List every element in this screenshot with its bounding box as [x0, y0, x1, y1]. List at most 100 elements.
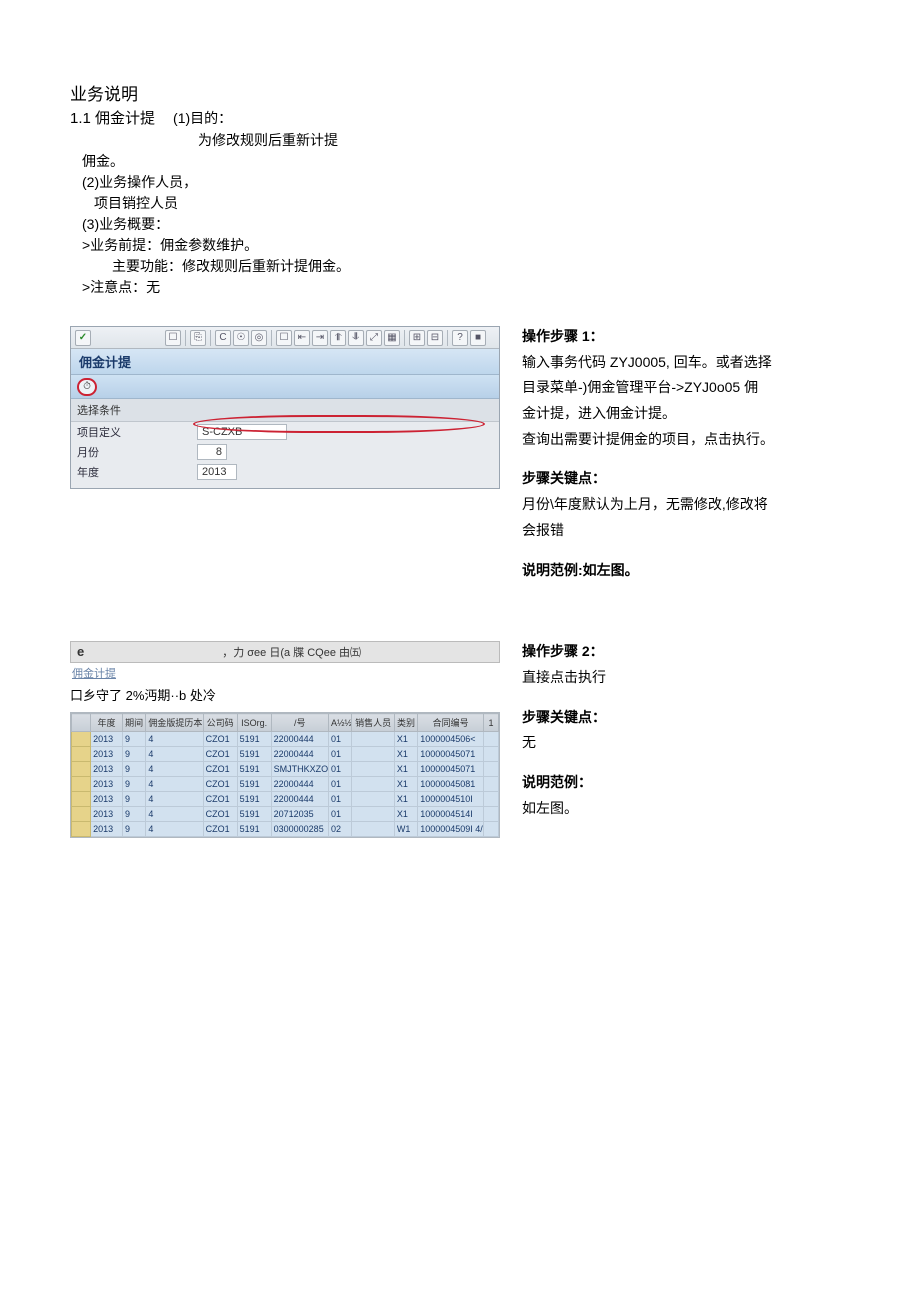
- alv-cell[interactable]: 4: [146, 762, 203, 777]
- toolbar-icon[interactable]: ☉: [233, 330, 249, 346]
- alv-cell[interactable]: [72, 792, 91, 807]
- alv-cell[interactable]: W1: [394, 822, 417, 837]
- help-icon[interactable]: ?: [452, 330, 468, 346]
- alv-cell[interactable]: X1: [394, 762, 417, 777]
- alv-cell[interactable]: 22000444: [271, 732, 328, 747]
- alv-cell[interactable]: 1000004509I 4/V%/VV%4CΓ4/\: [418, 822, 484, 837]
- alv-cell[interactable]: CZO1: [203, 822, 237, 837]
- alv-cell[interactable]: 2013: [91, 747, 123, 762]
- alv-cell[interactable]: 1000004514I: [418, 807, 484, 822]
- alv-cell[interactable]: CZO1: [203, 807, 237, 822]
- alv-cell[interactable]: [484, 792, 499, 807]
- toolbar-icon[interactable]: C: [215, 330, 231, 346]
- alv-cell[interactable]: CZO1: [203, 762, 237, 777]
- alv-cell[interactable]: X1: [394, 807, 417, 822]
- alv-cell[interactable]: 01: [328, 732, 351, 747]
- alv-cell[interactable]: [484, 747, 499, 762]
- alv-header[interactable]: 期间: [122, 714, 145, 732]
- save-icon[interactable]: ⎘: [190, 330, 206, 346]
- alv-cell[interactable]: 5191: [237, 822, 271, 837]
- toolbar-icon[interactable]: ☐: [165, 330, 181, 346]
- alv-cell[interactable]: 1000004510I: [418, 792, 484, 807]
- alv-cell[interactable]: 2013: [91, 732, 123, 747]
- alv-cell[interactable]: X1: [394, 747, 417, 762]
- alv-cell[interactable]: 5191: [237, 747, 271, 762]
- alv-cell[interactable]: 22000444: [271, 792, 328, 807]
- alv-cell[interactable]: [484, 807, 499, 822]
- alv-cell[interactable]: 01: [328, 792, 351, 807]
- alv-cell[interactable]: X1: [394, 777, 417, 792]
- alv-cell[interactable]: 5191: [237, 762, 271, 777]
- alv-cell[interactable]: CZO1: [203, 747, 237, 762]
- toolbar-icon[interactable]: ◎: [251, 330, 267, 346]
- alv-cell[interactable]: 01: [328, 807, 351, 822]
- alv-header[interactable]: [72, 714, 91, 732]
- alv-cell[interactable]: [72, 822, 91, 837]
- alv-cell[interactable]: 01: [328, 777, 351, 792]
- alv-cell[interactable]: CZO1: [203, 777, 237, 792]
- alv-cell[interactable]: 1000004506<: [418, 732, 484, 747]
- alv-header[interactable]: /号: [271, 714, 328, 732]
- alv-header[interactable]: 公司码: [203, 714, 237, 732]
- alv-cell[interactable]: 5191: [237, 807, 271, 822]
- alv-cell[interactable]: 4: [146, 807, 203, 822]
- alv-cell[interactable]: 9: [122, 822, 145, 837]
- alv-cell[interactable]: 10000045081: [418, 777, 484, 792]
- alv-cell[interactable]: 9: [122, 747, 145, 762]
- alv-cell[interactable]: 02: [328, 822, 351, 837]
- year-input[interactable]: 2013: [197, 464, 237, 480]
- alv-cell[interactable]: CZO1: [203, 732, 237, 747]
- project-input[interactable]: S-CZXB: [197, 424, 287, 440]
- alv-cell[interactable]: [484, 777, 499, 792]
- alv-cell[interactable]: 4: [146, 747, 203, 762]
- alv-cell[interactable]: 2013: [91, 822, 123, 837]
- alv-cell[interactable]: [484, 762, 499, 777]
- alv-header[interactable]: 合同编号: [418, 714, 484, 732]
- alv-cell[interactable]: [72, 807, 91, 822]
- print-icon[interactable]: ☐: [276, 330, 292, 346]
- alv-cell[interactable]: 10000045071: [418, 762, 484, 777]
- ok-icon[interactable]: ✓: [75, 330, 91, 346]
- alv-cell[interactable]: 5191: [237, 732, 271, 747]
- alv-cell[interactable]: [72, 762, 91, 777]
- alv-cell[interactable]: 01: [328, 762, 351, 777]
- alv-cell[interactable]: [484, 822, 499, 837]
- alv-cell[interactable]: 22000444: [271, 747, 328, 762]
- alv-cell[interactable]: [72, 747, 91, 762]
- alv-cell[interactable]: [352, 747, 394, 762]
- alv-cell[interactable]: 9: [122, 777, 145, 792]
- toolbar-icon[interactable]: ▦: [384, 330, 400, 346]
- toolbar-icon[interactable]: ⇤: [294, 330, 310, 346]
- alv-cell[interactable]: 4: [146, 792, 203, 807]
- toolbar-icon[interactable]: ⊟: [427, 330, 443, 346]
- alv-cell[interactable]: 5191: [237, 777, 271, 792]
- alv-cell[interactable]: 9: [122, 792, 145, 807]
- toolbar-icon[interactable]: ⇥: [312, 330, 328, 346]
- alv-header[interactable]: 年度: [91, 714, 123, 732]
- alv-cell[interactable]: 4: [146, 777, 203, 792]
- toolbar-icon[interactable]: ⥣: [330, 330, 346, 346]
- execute-button[interactable]: ⏱: [77, 378, 97, 396]
- alv-header[interactable]: 销售人员: [352, 714, 394, 732]
- alv-cell[interactable]: [484, 732, 499, 747]
- alv-cell[interactable]: X1: [394, 792, 417, 807]
- alv-header[interactable]: 类别: [394, 714, 417, 732]
- toolbar-icon[interactable]: ⥥: [348, 330, 364, 346]
- alv-cell[interactable]: [352, 792, 394, 807]
- alv-cell[interactable]: 2013: [91, 777, 123, 792]
- alv-cell[interactable]: [72, 777, 91, 792]
- alv-header[interactable]: 佣金版提历本: [146, 714, 203, 732]
- alv-cell[interactable]: [352, 822, 394, 837]
- toolbar-icon[interactable]: ⊞: [409, 330, 425, 346]
- alv-header[interactable]: ISOrg.: [237, 714, 271, 732]
- alv-cell[interactable]: 2013: [91, 762, 123, 777]
- toolbar-icon[interactable]: ■: [470, 330, 486, 346]
- month-input[interactable]: 8: [197, 444, 227, 460]
- alv-cell[interactable]: 9: [122, 732, 145, 747]
- toolbar-icon[interactable]: ⤢: [366, 330, 382, 346]
- alv-cell[interactable]: 2013: [91, 807, 123, 822]
- alv-cell[interactable]: SMJTHKXZO: [271, 762, 328, 777]
- alv-header[interactable]: 1: [484, 714, 499, 732]
- alv-cell[interactable]: 9: [122, 807, 145, 822]
- alv-cell[interactable]: [352, 732, 394, 747]
